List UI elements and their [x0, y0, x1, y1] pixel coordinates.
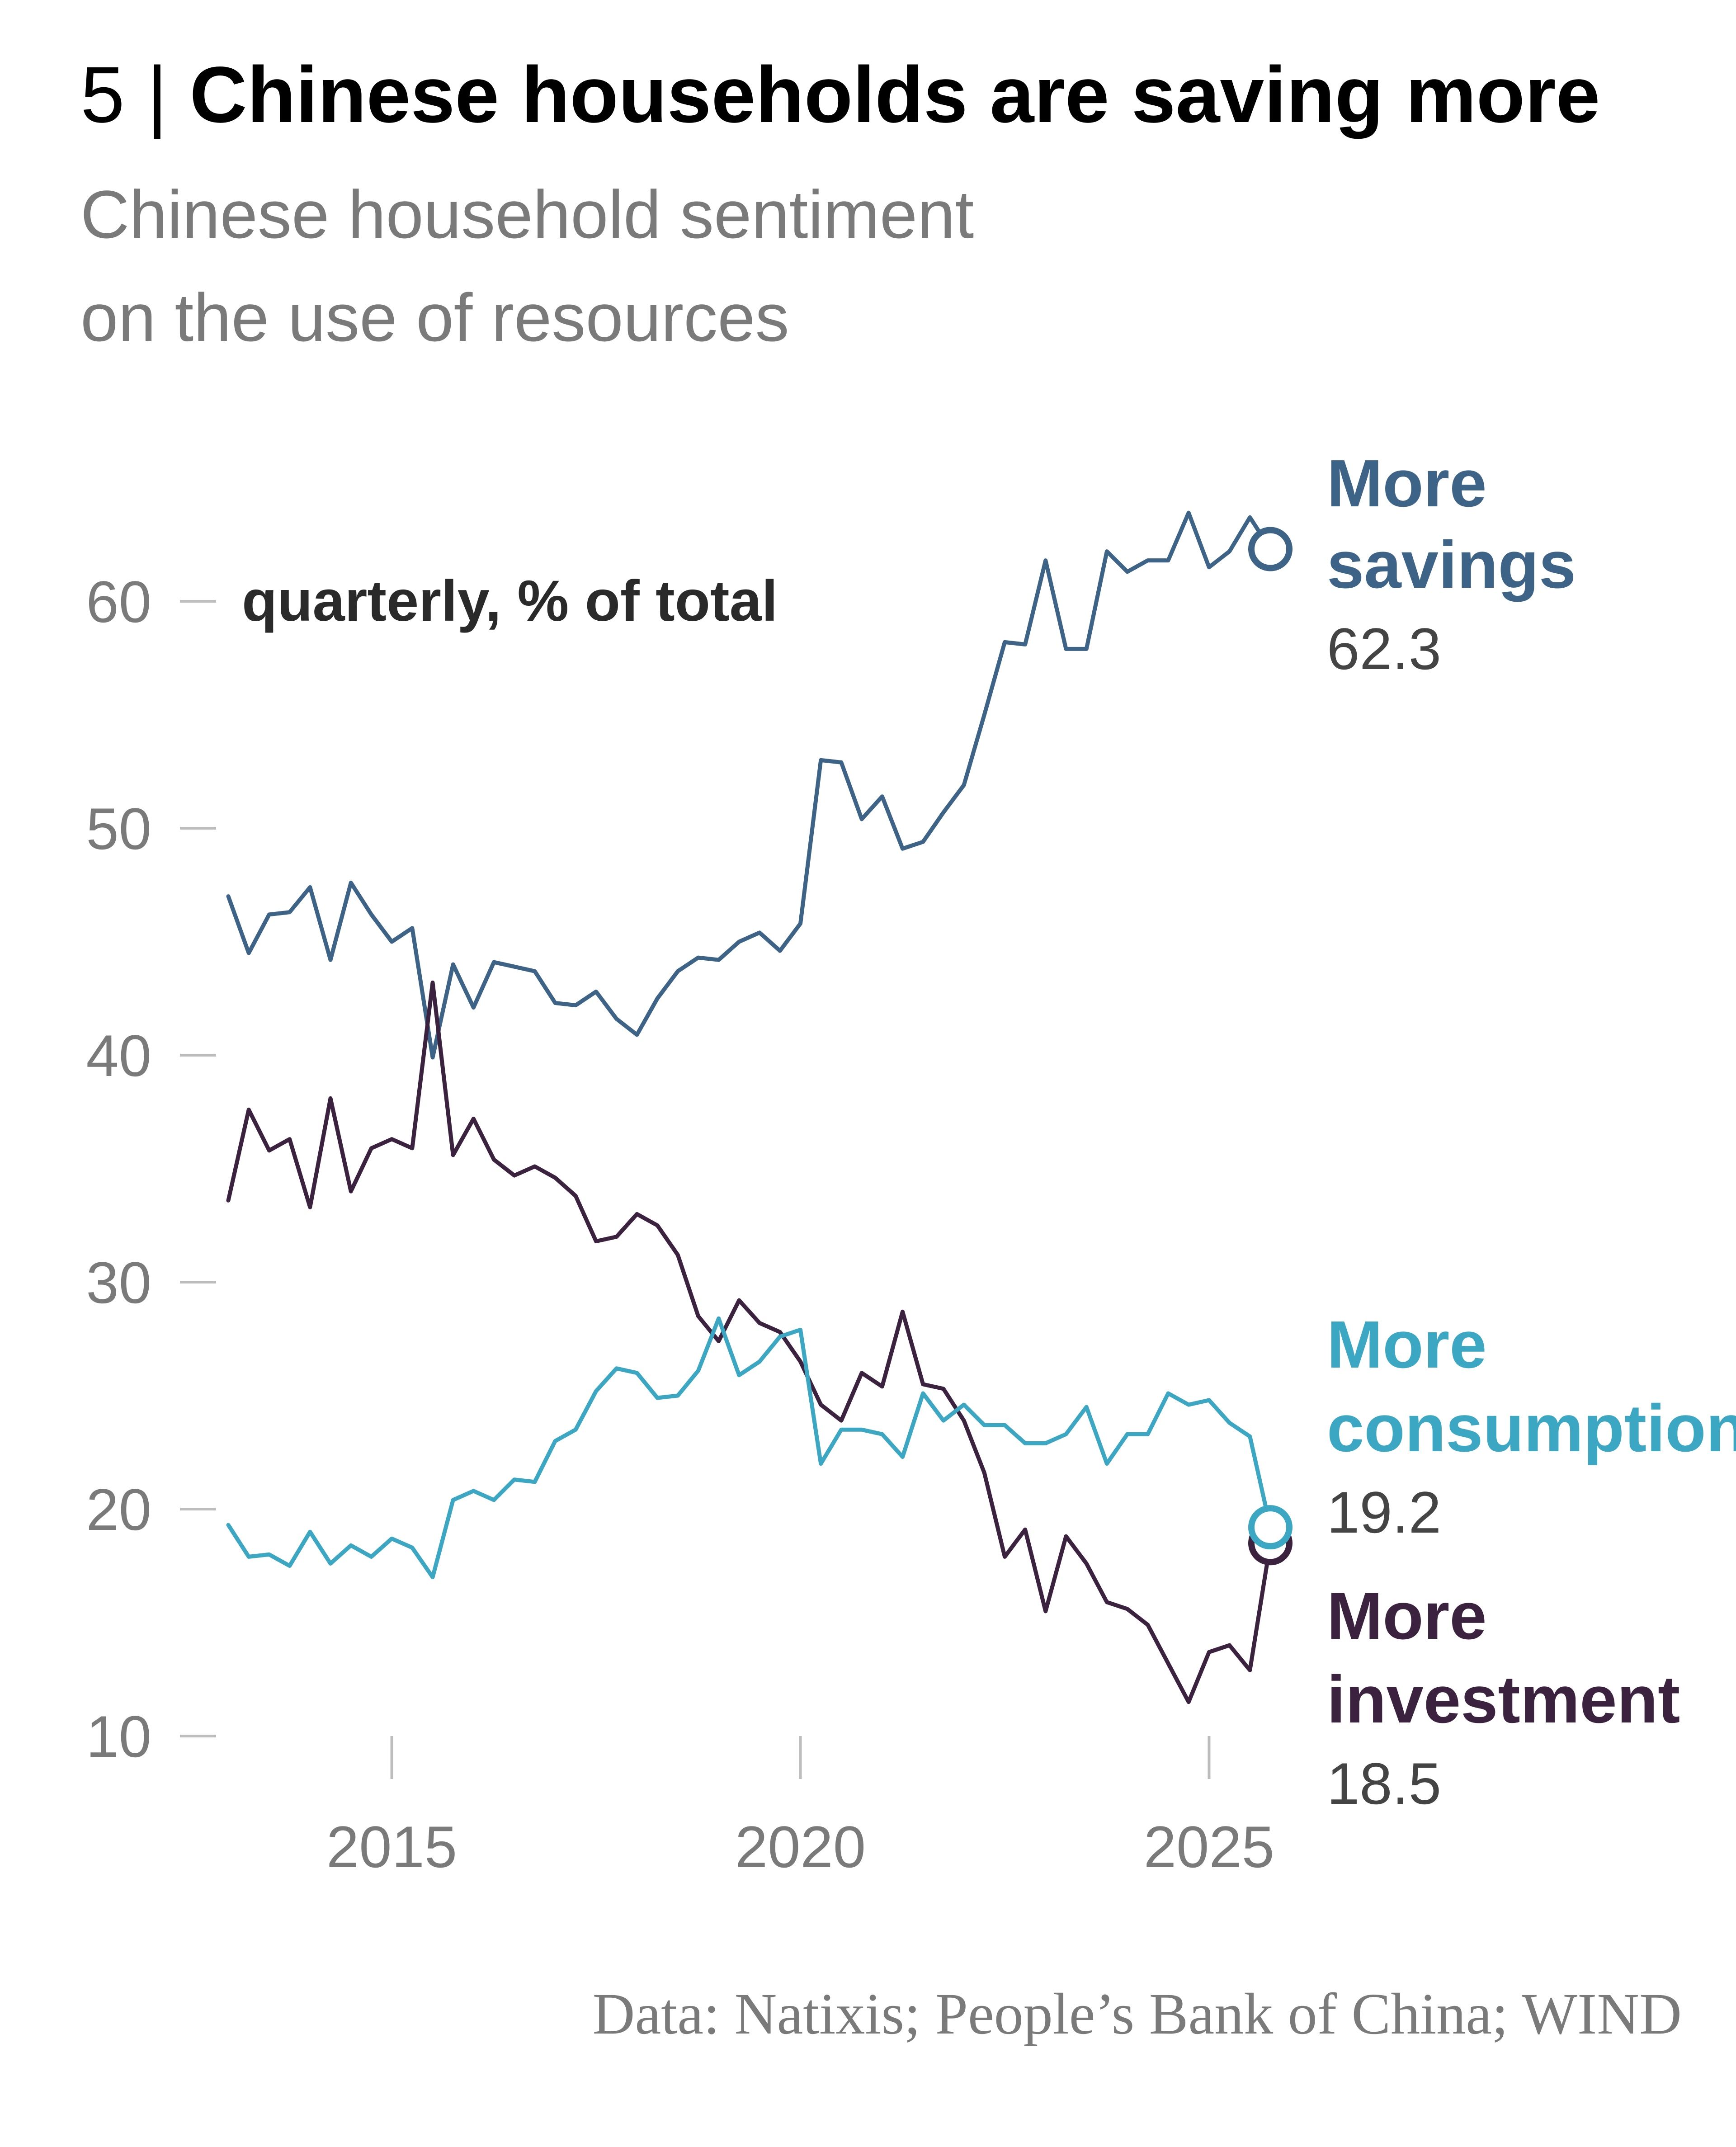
source-note: Data: Natixis; People’s Bank of China; W… [592, 1982, 1682, 2047]
series-label-savings-line2: savings [1327, 528, 1576, 602]
chart-title-text: Chinese households are saving more [189, 51, 1600, 139]
series-label-savings-line1: More [1327, 446, 1487, 521]
series-label-consumption-line1: More [1327, 1307, 1487, 1382]
series-value-investment: 18.5 [1327, 1751, 1441, 1817]
y-tick-label: 50 [86, 796, 151, 862]
subtitle-line-2: on the use of resources [80, 279, 789, 355]
series-labels: Moresavings62.3Moreconsumption19.2Morein… [1327, 446, 1736, 1817]
series-line-investment [226, 980, 1273, 1704]
series-value-consumption: 19.2 [1327, 1479, 1441, 1545]
series-label-investment-line2: investment [1327, 1662, 1680, 1737]
y-tick-label: 10 [86, 1703, 151, 1770]
subtitle-line-1: Chinese household sentiment [80, 176, 974, 252]
x-tick-label: 2025 [1144, 1814, 1274, 1880]
series-line-savings [226, 510, 1273, 1060]
chart-number: 5 | [80, 51, 168, 139]
y-axis: 10 20 30 40 50 60 [86, 569, 216, 1770]
endpoint-marker-savings [1248, 527, 1293, 571]
chart-title: 5 | Chinese households are saving more [80, 45, 1600, 145]
y-tick-label: 40 [86, 1023, 151, 1089]
endpoint-marker-consumption [1248, 1505, 1293, 1550]
y-tick-label: 20 [86, 1477, 151, 1543]
x-axis: 2015 2020 2025 [326, 1736, 1274, 1880]
series-lines [226, 510, 1273, 1704]
chart-subtitle: Chinese household sentiment on the use o… [80, 163, 1165, 369]
series-line-consumption [226, 1316, 1273, 1580]
x-tick-label: 2015 [326, 1814, 457, 1880]
y-tick-label: 30 [86, 1250, 151, 1316]
series-label-investment-line1: More [1327, 1579, 1487, 1653]
x-tick-label: 2020 [735, 1814, 866, 1880]
series-value-savings: 62.3 [1327, 616, 1441, 682]
series-label-consumption-line2: consumption [1327, 1391, 1736, 1466]
unit-note: quarterly, % of total [242, 569, 778, 633]
series-markers [1248, 527, 1293, 1566]
y-tick-label: 60 [86, 569, 151, 635]
